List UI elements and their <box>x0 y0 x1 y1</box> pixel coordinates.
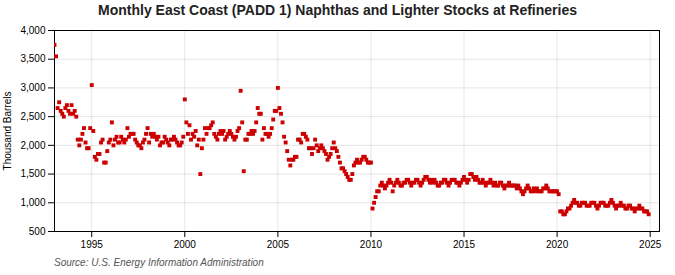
html-text:Monthly East Coast (PADD 1) Na: Monthly East Coast (PADD 1) Naphthas and… <box>98 2 577 18</box>
svg-text:2,500: 2,500 <box>20 111 45 122</box>
svg-text:Thousand Barrels: Thousand Barrels <box>2 92 13 171</box>
svg-text:1995: 1995 <box>81 239 104 250</box>
svg-text:1,000: 1,000 <box>20 197 45 208</box>
svg-text:2010: 2010 <box>360 239 383 250</box>
svg-text:2020: 2020 <box>546 239 569 250</box>
svg-text:2015: 2015 <box>453 239 476 250</box>
svg-text:3,500: 3,500 <box>20 53 45 64</box>
svg-text:2005: 2005 <box>267 239 290 250</box>
html-text:Source: U.S. Energy Informatio: Source: U.S. Energy Information Administ… <box>54 257 264 268</box>
svg-text:500: 500 <box>29 226 46 237</box>
svg-text:2025: 2025 <box>639 239 662 250</box>
svg-text:3,000: 3,000 <box>20 82 45 93</box>
svg-text:1,500: 1,500 <box>20 168 45 179</box>
svg-text:2000: 2000 <box>174 239 197 250</box>
svg-text:4,000: 4,000 <box>20 25 45 36</box>
svg-text:2,000: 2,000 <box>20 140 45 151</box>
